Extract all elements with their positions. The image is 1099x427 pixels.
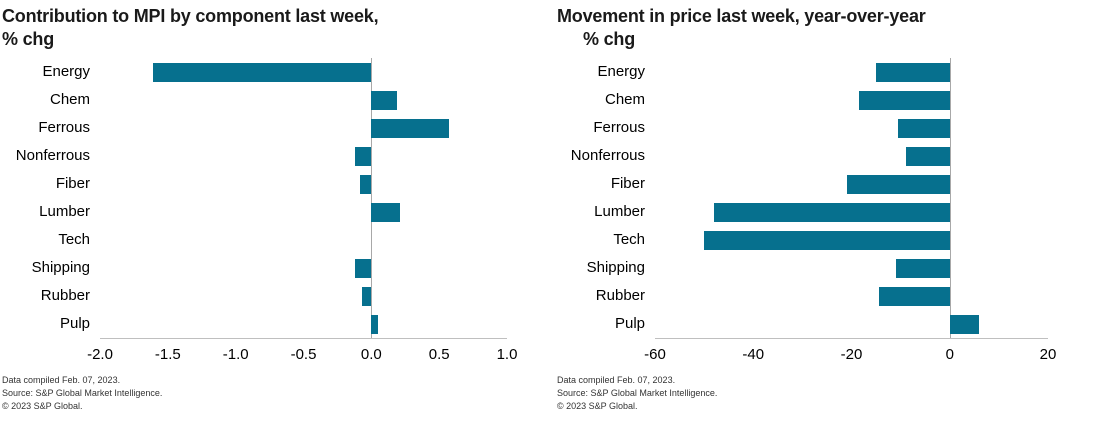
category-labels-column: Energy Chem Ferrous Nonferrous Fiber Lumber Te… <box>555 58 655 339</box>
axis-tick-label: -60 <box>644 346 666 363</box>
axis-tick-label: -1.5 <box>154 346 181 363</box>
axis-tick-label: -40 <box>742 346 765 363</box>
chart-title-line: Contribution to MPI by component last we… <box>2 6 379 26</box>
axis-tick-label: 0.0 <box>360 346 382 363</box>
category-label-chem: Chem <box>49 91 90 108</box>
bars-area <box>100 58 507 339</box>
category-label-energy: Energy <box>597 63 645 80</box>
category-label-ferrous: Ferrous <box>38 119 90 136</box>
category-label-pulp: Pulp <box>59 315 90 332</box>
axis-tick-label: 1.0 <box>496 346 518 363</box>
plot-grid: Energy Chem Ferrous Nonferrous Fiber Lumber Te… <box>0 58 550 339</box>
category-label-tech: Tech <box>58 231 90 248</box>
chart-title: Contribution to MPI by component last we… <box>2 5 550 51</box>
chart-footnote: Data compiled Feb. 07, 2023. Source: S&P… <box>2 374 550 413</box>
bar-lumber <box>371 202 400 222</box>
bar-ferrous <box>898 118 950 138</box>
axis-tick-label: -0.5 <box>290 346 317 363</box>
footnote-line: © 2023 S&P Global. <box>557 401 638 411</box>
bar-pulp <box>371 314 379 334</box>
plot-grid: Energy Chem Ferrous Nonferrous Fiber Lumber Te… <box>555 58 1099 339</box>
axis-tick-label: -1.0 <box>222 346 249 363</box>
category-label-rubber: Rubber <box>595 287 645 304</box>
bar-fiber <box>846 174 950 194</box>
footnote-line: Data compiled Feb. 07, 2023. <box>557 375 676 385</box>
category-label-lumber: Lumber <box>39 203 90 220</box>
axis-tick-label: 0 <box>945 346 954 363</box>
bar-shipping <box>895 258 950 278</box>
chart-title-line: % chg <box>583 29 636 49</box>
bar-energy <box>876 62 950 82</box>
footnote-line: Data compiled Feb. 07, 2023. <box>2 375 121 385</box>
chart-footnote: Data compiled Feb. 07, 2023. Source: S&P… <box>557 374 1099 413</box>
chart-title: Movement in price last week, year-over-y… <box>557 5 1099 51</box>
category-label-fiber: Fiber <box>610 175 645 192</box>
bar-fiber <box>360 174 372 194</box>
footnote-line: Source: S&P Global Market Intelligence. <box>2 388 163 398</box>
zero-axis-line <box>949 58 951 338</box>
bar-chem <box>858 90 950 110</box>
bar-ferrous <box>371 118 449 138</box>
bar-rubber <box>878 286 950 306</box>
x-axis-tick-labels: -60 -40 -20 0 20 <box>644 339 1056 363</box>
category-label-shipping: Shipping <box>31 259 90 276</box>
axis-tick-label: -20 <box>840 346 863 363</box>
footnote-line: Source: S&P Global Market Intelligence. <box>557 388 718 398</box>
bar-shipping <box>355 258 372 278</box>
chart-contribution-to-mpi: Contribution to MPI by component last we… <box>0 5 550 413</box>
axis-tick-label: 20 <box>1039 346 1057 363</box>
bars-area <box>655 58 1048 339</box>
category-label-chem: Chem <box>604 91 645 108</box>
category-label-shipping: Shipping <box>586 259 645 276</box>
category-label-lumber: Lumber <box>594 203 645 220</box>
category-label-tech: Tech <box>613 231 645 248</box>
axis-tick-label: -2.0 <box>87 346 113 363</box>
bar-rubber <box>361 286 372 306</box>
category-label-nonferrous: Nonferrous <box>15 147 90 164</box>
category-label-fiber: Fiber <box>55 175 90 192</box>
x-axis-tick-labels: -2.0 -1.5 -1.0 -0.5 0.0 0.5 1.0 <box>87 339 517 363</box>
category-label-rubber: Rubber <box>40 287 90 304</box>
chart-price-movement-yoy: Movement in price last week, year-over-y… <box>555 0 1099 427</box>
bar-plot: Energy Chem Ferrous Nonferrous Fiber Lumber Te… <box>555 58 1099 363</box>
bar-pulp <box>949 314 980 334</box>
bar-lumber <box>713 202 950 222</box>
chart-title-line: % chg <box>2 29 55 49</box>
axis-tick-label: 0.5 <box>428 346 450 363</box>
category-label-ferrous: Ferrous <box>593 119 645 136</box>
category-label-pulp: Pulp <box>614 315 645 332</box>
bar-plot: Energy Chem Ferrous Nonferrous Fiber Lumber Te… <box>0 58 550 363</box>
bar-nonferrous <box>355 146 372 166</box>
bar-chem <box>371 90 398 110</box>
footnote-line: © 2023 S&P Global. <box>2 401 83 411</box>
category-labels-column: Energy Chem Ferrous Nonferrous Fiber Lumber Te… <box>0 58 100 339</box>
bar-energy <box>152 62 372 82</box>
category-label-nonferrous: Nonferrous <box>570 147 645 164</box>
chart-title-line: Movement in price last week, year-over-y… <box>557 6 926 26</box>
category-label-energy: Energy <box>42 63 90 80</box>
zero-axis-line <box>371 58 373 338</box>
bar-tech <box>704 230 950 250</box>
bar-nonferrous <box>905 146 950 166</box>
